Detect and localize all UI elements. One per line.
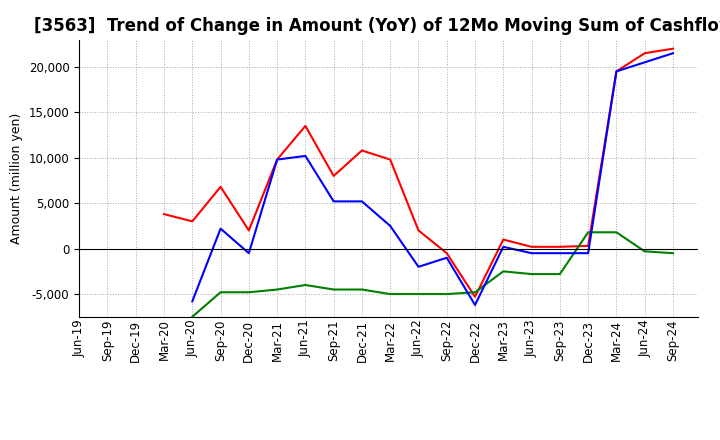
Operating Cashflow [273,157,282,162]
Free Cashflow [329,199,338,204]
Free Cashflow [584,250,593,256]
Free Cashflow [443,255,451,260]
Line: Operating Cashflow: Operating Cashflow [164,49,673,297]
Investing Cashflow [669,250,678,256]
Y-axis label: Amount (million yen): Amount (million yen) [10,113,23,244]
Operating Cashflow [640,51,649,56]
Operating Cashflow [414,228,423,233]
Free Cashflow [188,299,197,304]
Investing Cashflow [471,290,480,295]
Investing Cashflow [443,291,451,297]
Investing Cashflow [273,287,282,292]
Free Cashflow [216,226,225,231]
Operating Cashflow [443,250,451,256]
Investing Cashflow [527,271,536,277]
Investing Cashflow [386,291,395,297]
Free Cashflow [273,157,282,162]
Free Cashflow [669,51,678,56]
Line: Free Cashflow: Free Cashflow [192,53,673,305]
Free Cashflow [358,199,366,204]
Operating Cashflow [358,148,366,153]
Operating Cashflow [216,184,225,190]
Investing Cashflow [612,230,621,235]
Operating Cashflow [584,243,593,249]
Free Cashflow [414,264,423,269]
Investing Cashflow [329,287,338,292]
Investing Cashflow [414,291,423,297]
Free Cashflow [245,250,253,256]
Free Cashflow [471,302,480,308]
Free Cashflow [640,60,649,65]
Title: [3563]  Trend of Change in Amount (YoY) of 12Mo Moving Sum of Cashflows: [3563] Trend of Change in Amount (YoY) o… [34,17,720,35]
Operating Cashflow [471,294,480,300]
Operating Cashflow [245,228,253,233]
Investing Cashflow [245,290,253,295]
Free Cashflow [612,69,621,74]
Operating Cashflow [499,237,508,242]
Investing Cashflow [640,249,649,254]
Free Cashflow [527,250,536,256]
Investing Cashflow [188,314,197,319]
Investing Cashflow [358,287,366,292]
Operating Cashflow [612,69,621,74]
Free Cashflow [386,223,395,228]
Operating Cashflow [160,212,168,217]
Investing Cashflow [216,290,225,295]
Operating Cashflow [188,219,197,224]
Free Cashflow [556,250,564,256]
Investing Cashflow [499,269,508,274]
Operating Cashflow [669,46,678,51]
Line: Investing Cashflow: Investing Cashflow [192,232,673,317]
Operating Cashflow [329,173,338,179]
Operating Cashflow [301,123,310,128]
Investing Cashflow [584,230,593,235]
Operating Cashflow [527,244,536,249]
Operating Cashflow [386,157,395,162]
Free Cashflow [301,153,310,158]
Free Cashflow [499,244,508,249]
Investing Cashflow [556,271,564,277]
Investing Cashflow [301,282,310,288]
Operating Cashflow [556,244,564,249]
